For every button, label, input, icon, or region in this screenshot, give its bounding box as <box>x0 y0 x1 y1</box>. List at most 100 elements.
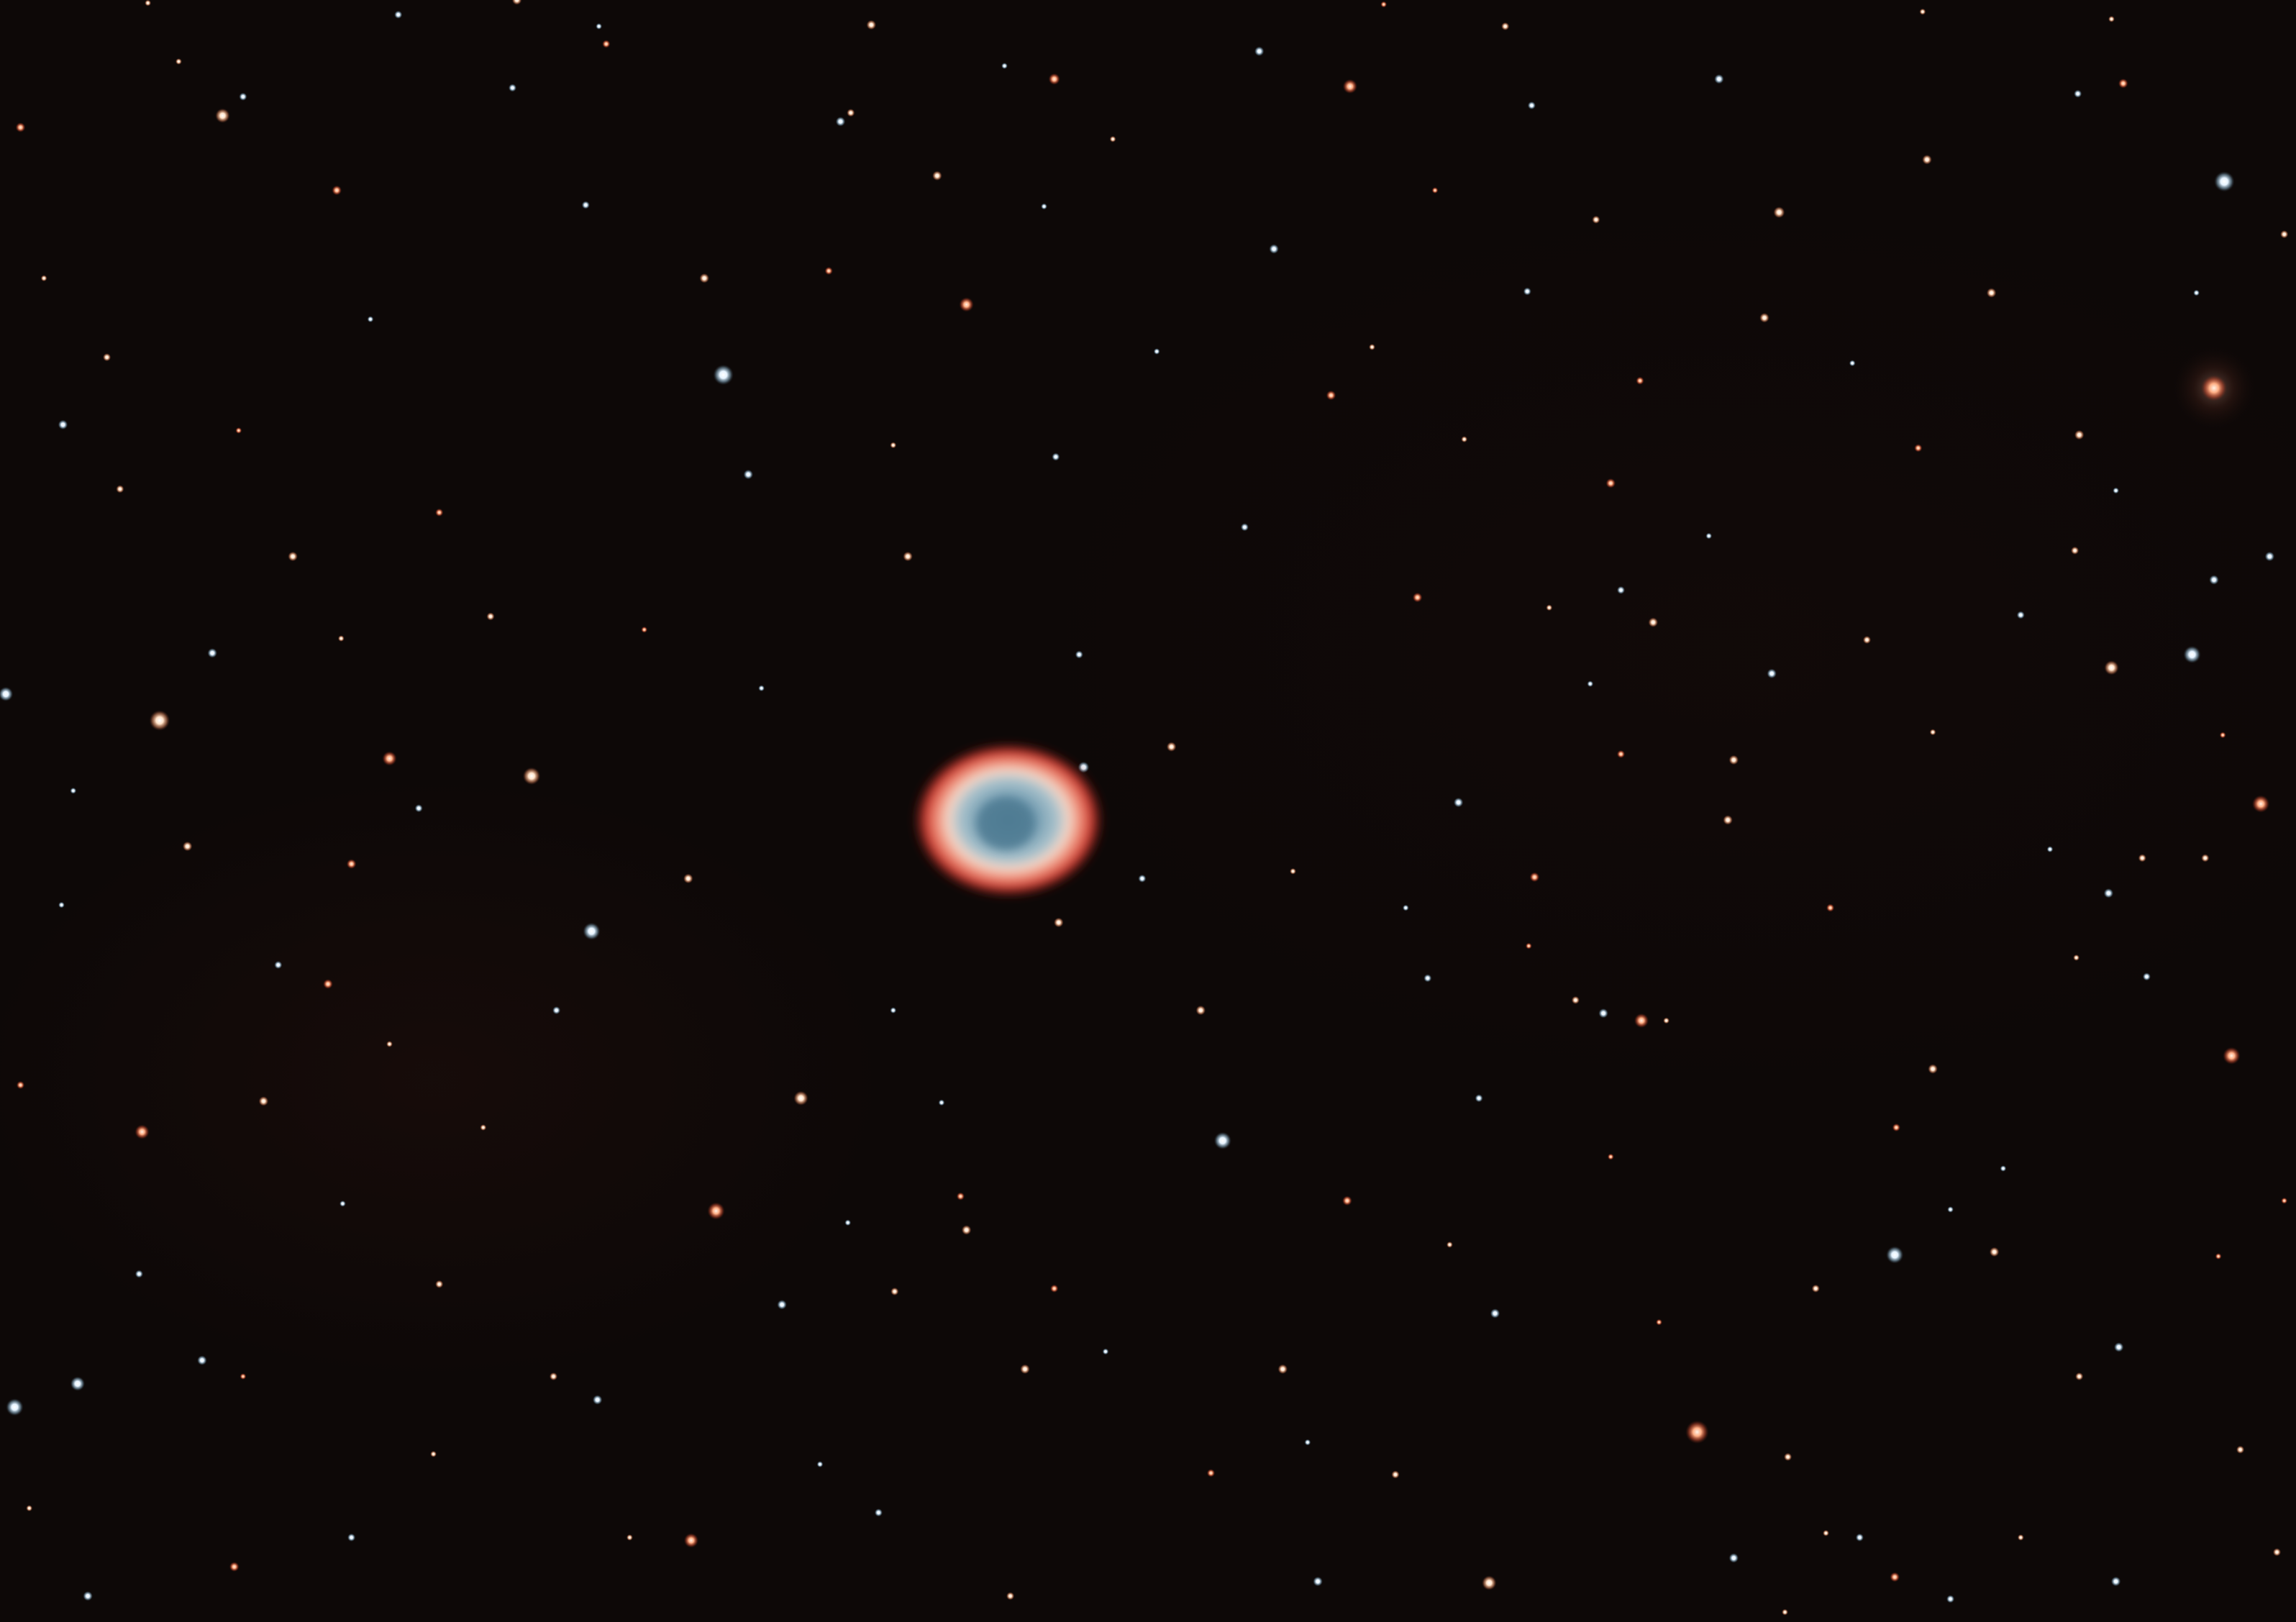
bright-star <box>583 922 601 940</box>
bright-star <box>149 710 170 731</box>
faint-star <box>83 1591 93 1601</box>
faint-star <box>1636 376 1644 385</box>
faint-star <box>1431 187 1439 194</box>
bright-star <box>683 1533 699 1548</box>
faint-star <box>414 804 423 813</box>
faint-star <box>135 1270 144 1278</box>
faint-star <box>15 122 26 133</box>
faint-star <box>1206 1469 1216 1477</box>
faint-star <box>758 685 765 692</box>
faint-star <box>1304 1439 1311 1446</box>
faint-star <box>1075 650 1084 659</box>
faint-star <box>207 648 218 658</box>
faint-star <box>145 0 152 6</box>
faint-star <box>486 612 495 621</box>
faint-star <box>1052 452 1060 461</box>
faint-star <box>2000 1165 2007 1172</box>
faint-star <box>1783 1452 1792 1462</box>
bright-star <box>1482 1575 1497 1590</box>
faint-star <box>1501 22 1510 31</box>
bright-star <box>1634 1013 1649 1029</box>
faint-star <box>2264 551 2275 562</box>
faint-star <box>2193 289 2200 296</box>
faint-star <box>743 469 754 480</box>
faint-star <box>332 185 342 196</box>
faint-star <box>26 1505 33 1512</box>
faint-star <box>1412 592 1423 603</box>
faint-star <box>1607 1153 1614 1160</box>
faint-star <box>2046 846 2054 853</box>
bright-star <box>2214 171 2235 192</box>
faint-star <box>2113 1342 2124 1352</box>
faint-star <box>2103 888 2114 898</box>
faint-star <box>1914 444 1923 452</box>
faint-star <box>1811 1284 1820 1293</box>
faint-star <box>683 873 693 884</box>
faint-star <box>2142 972 2151 981</box>
faint-star <box>874 1508 883 1517</box>
faint-star <box>1890 1572 1900 1582</box>
faint-star <box>1001 63 1008 70</box>
faint-star <box>581 201 590 209</box>
faint-star <box>844 1219 852 1226</box>
faint-star <box>1453 797 1464 808</box>
faint-star <box>1823 1529 1829 1536</box>
faint-star <box>182 841 193 852</box>
faint-star <box>1525 942 1532 949</box>
faint-star <box>2209 575 2219 585</box>
faint-star <box>903 551 913 562</box>
faint-star <box>2280 230 2289 239</box>
bright-star <box>1213 1131 1232 1150</box>
faint-star <box>1892 1123 1900 1132</box>
faint-star <box>1989 1247 2000 1257</box>
faint-star <box>229 1562 240 1572</box>
faint-star <box>816 1461 824 1468</box>
faint-star <box>626 1534 633 1541</box>
bright-star <box>1342 78 1358 94</box>
faint-star <box>2110 1576 2121 1587</box>
faint-star <box>1050 1284 1059 1293</box>
bright-star <box>1048 73 1060 85</box>
faint-star <box>1369 344 1375 350</box>
faint-star <box>274 960 283 970</box>
faint-star <box>961 1225 972 1235</box>
faint-star <box>699 273 710 283</box>
faint-star <box>430 1451 437 1457</box>
faint-star <box>956 1192 965 1200</box>
bright-star <box>793 1090 808 1106</box>
faint-star <box>1153 348 1160 355</box>
bright-star <box>2223 1047 2241 1065</box>
faint-star <box>938 1099 945 1106</box>
faint-star <box>1862 635 1872 644</box>
faint-star <box>1849 360 1856 367</box>
faint-star <box>1053 917 1064 928</box>
faint-star <box>847 109 855 117</box>
faint-star <box>197 1355 207 1366</box>
faint-star <box>2138 854 2146 862</box>
faint-star <box>552 1006 561 1015</box>
faint-star <box>116 485 124 493</box>
bright-star <box>959 297 974 312</box>
faint-star <box>347 1533 356 1542</box>
faint-star <box>1759 312 1769 323</box>
faint-star <box>1546 604 1553 611</box>
faint-star <box>480 1124 487 1131</box>
faint-star <box>1587 680 1594 688</box>
faint-star <box>2118 78 2128 88</box>
faint-star <box>1461 436 1468 443</box>
faint-star <box>1446 1241 1453 1248</box>
faint-star <box>435 1280 444 1289</box>
faint-star <box>1663 1017 1670 1024</box>
faint-star <box>1767 668 1777 679</box>
faint-star <box>346 859 357 869</box>
faint-star <box>1947 1206 1954 1213</box>
faint-star <box>1240 523 1249 532</box>
bright-star <box>2183 645 2201 664</box>
faint-star <box>1020 1364 1030 1375</box>
faint-star <box>511 0 522 5</box>
faint-star <box>1041 203 1047 210</box>
faint-star <box>1490 1308 1500 1318</box>
faint-star <box>70 787 77 794</box>
bright-star <box>382 751 397 766</box>
